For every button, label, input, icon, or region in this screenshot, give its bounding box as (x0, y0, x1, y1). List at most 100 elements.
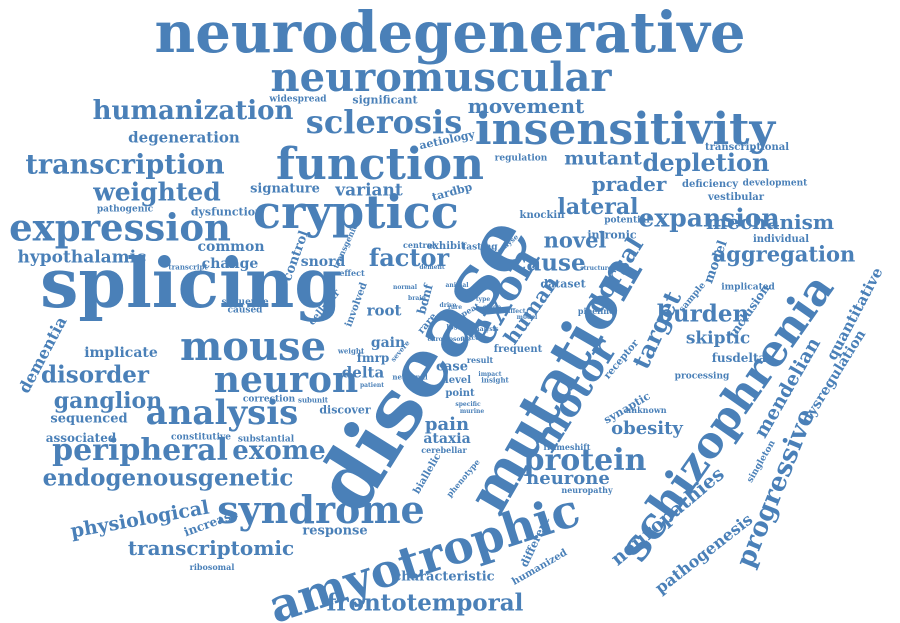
cloud-word: case (436, 359, 468, 375)
cloud-word: impact (478, 371, 502, 378)
cloud-word: patient (359, 382, 385, 389)
cloud-word: gain (370, 335, 406, 351)
cloud-word: expansion (638, 203, 780, 233)
cloud-word: affect (506, 308, 526, 315)
cloud-word: subunit (298, 395, 328, 405)
cloud-word: regulation (494, 153, 548, 164)
cloud-word: mouse (179, 323, 327, 370)
cloud-word: intronic (587, 228, 637, 242)
cloud-word: development (742, 178, 808, 189)
cloud-word: central (403, 240, 435, 250)
cloud-word: animal (445, 282, 469, 289)
cloud-word: expression (9, 205, 231, 250)
cloud-word: fasting (462, 242, 498, 253)
cloud-word: knockin (519, 210, 565, 221)
cloud-word: neurone (526, 468, 610, 489)
cloud-word: fmrp (356, 351, 390, 365)
cloud-word: structure (580, 265, 612, 272)
cloud-word: implicated (721, 282, 775, 293)
cloud-word: root (366, 301, 402, 320)
cloud-word: peripheral (52, 433, 228, 468)
cloud-word: delta (341, 363, 385, 382)
cloud-word: novel (543, 227, 607, 253)
cloud-word: loss (446, 322, 462, 332)
cloud-word: sequenced (50, 411, 128, 427)
cloud-word: function (275, 139, 485, 190)
cloud-word: analysis (471, 326, 499, 333)
cloud-word: transcriptomic (127, 536, 295, 560)
cloud-word: endogenousgenetic (42, 464, 294, 492)
cloud-word: disorder (40, 361, 150, 389)
cloud-word: potential (604, 215, 650, 226)
cloud-word: substantial (237, 434, 295, 445)
cloud-word: effect (339, 268, 365, 278)
cloud-word: point (445, 388, 475, 399)
cloud-word: dataset (540, 277, 586, 291)
cloud-word: outcome (460, 335, 490, 342)
cloud-word: vestibular (707, 192, 765, 203)
cloud-word: weight (337, 346, 365, 356)
cloud-word: movement (467, 94, 585, 118)
cloud-word: common (197, 239, 265, 255)
cloud-word: degeneration (128, 128, 240, 147)
cloud-word: model (516, 314, 538, 321)
cloud-word: pathogenic (96, 204, 154, 215)
cloud-word: cerebellar (421, 445, 467, 455)
cloud-word: significant (352, 93, 418, 107)
cloud-word: dement (419, 264, 445, 271)
cloud-word: individual (752, 234, 810, 245)
cloud-word: implicate (84, 345, 158, 361)
cloud-word: caused (227, 305, 263, 316)
cloud-word: frequent (493, 344, 543, 355)
cloud-word: deficiency (681, 179, 739, 190)
cloud-word: characteristic (393, 569, 495, 585)
cloud-word: correction (242, 394, 296, 405)
cloud-word: signature (250, 181, 320, 197)
cloud-word: transcript (168, 262, 208, 272)
cloud-word: ganglion (53, 388, 163, 414)
cloud-word: processing (674, 371, 730, 382)
cloud-word: response (302, 523, 368, 539)
cloud-word: weighted (93, 177, 221, 207)
cloud-word: pain (424, 414, 470, 435)
cloud-word: normal (392, 284, 418, 291)
cloud-word: discover (319, 403, 371, 417)
cloud-word: exome (232, 436, 326, 466)
cloud-word: level (444, 375, 472, 386)
cloud-word: frontotemporal (326, 589, 524, 617)
cloud-word: variant (335, 180, 403, 201)
cloud-word: skiptic (685, 328, 751, 349)
cloud-word: factor (368, 243, 450, 272)
cloud-word: ataxia (423, 431, 471, 447)
cloud-word: splicing (40, 244, 342, 324)
cloud-word: snord (300, 254, 346, 270)
cloud-word: widespread (269, 94, 327, 105)
cloud-word: humanization (92, 96, 294, 126)
cloud-word: change (201, 256, 259, 272)
cloud-word: mutant (564, 147, 642, 170)
cloud-word: frameshift (543, 442, 591, 452)
cloud-word: fusdelta (711, 351, 767, 365)
cloud-word: obesity (611, 418, 683, 439)
cloud-word: constitutive (171, 432, 231, 443)
cloud-word: drive (439, 302, 457, 309)
cloud-word: unknown (625, 405, 667, 415)
cloud-word: pipeline (577, 306, 615, 316)
cloud-word: neuronal (392, 372, 428, 382)
cloud-word: data (459, 291, 477, 301)
cloud-word: cause (512, 249, 586, 277)
cloud-word: insensitivity (474, 104, 776, 155)
cloud-word: specific (455, 401, 481, 408)
cloud-word: mechanism (705, 210, 835, 234)
cloud-word: crypticc (253, 185, 459, 239)
cloud-word: ribosomal (189, 562, 235, 572)
cloud-word: burden (656, 300, 750, 328)
cloud-word: brain (408, 295, 426, 302)
cloud-word: stage (482, 304, 502, 311)
cloud-word: associated (45, 431, 117, 445)
cloud-word: analysis (145, 393, 299, 433)
cloud-word: protein (523, 443, 647, 478)
cloud-word: syndrome (217, 487, 425, 532)
cloud-word: exhibit (426, 241, 466, 252)
